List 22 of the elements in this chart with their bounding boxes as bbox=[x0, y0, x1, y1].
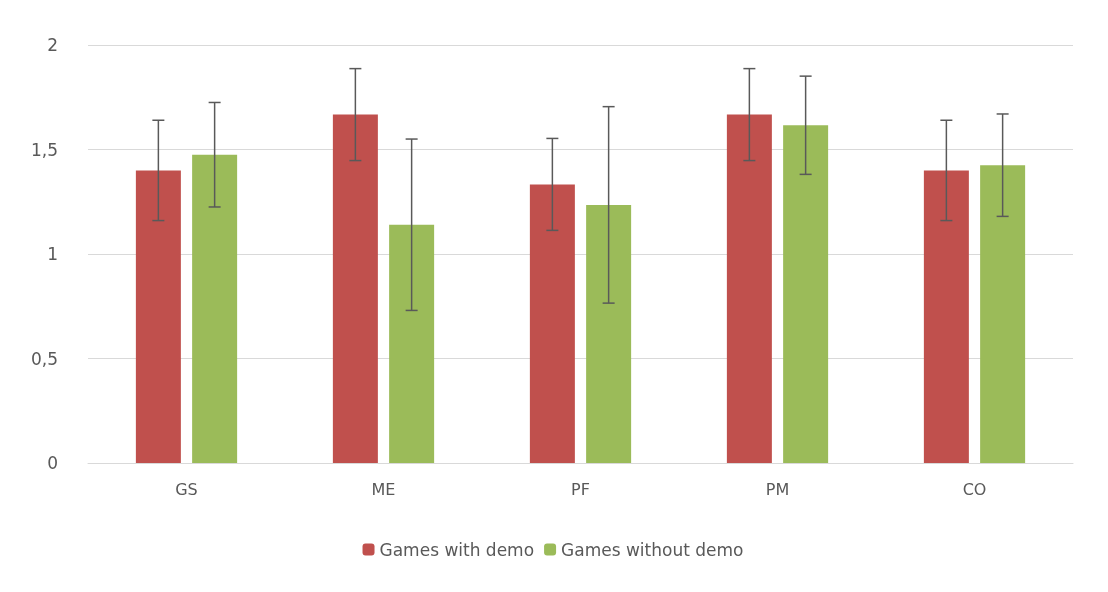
legend-label: Games with demo bbox=[379, 539, 535, 560]
x-tick-label: GS bbox=[175, 479, 198, 499]
x-tick-label: PM bbox=[765, 479, 790, 499]
x-tick-label: PF bbox=[571, 479, 590, 499]
y-tick-label: 0,5 bbox=[30, 348, 58, 369]
bar bbox=[783, 125, 829, 463]
bar bbox=[135, 170, 181, 463]
y-tick-label: 0 bbox=[47, 453, 58, 473]
bar bbox=[586, 204, 632, 463]
y-tick-label: 2 bbox=[47, 35, 58, 55]
bar bbox=[389, 224, 435, 463]
bar bbox=[332, 114, 378, 463]
bar bbox=[980, 165, 1026, 463]
y-tick-label: 1,5 bbox=[30, 139, 58, 160]
legend-label: Games without demo bbox=[561, 539, 744, 560]
bar bbox=[192, 154, 238, 463]
bar bbox=[726, 114, 772, 463]
bar bbox=[923, 170, 969, 463]
y-tick-label: 1 bbox=[47, 244, 58, 264]
x-tick-label: CO bbox=[962, 479, 987, 499]
bar bbox=[529, 184, 575, 463]
x-tick-label: ME bbox=[371, 479, 396, 499]
